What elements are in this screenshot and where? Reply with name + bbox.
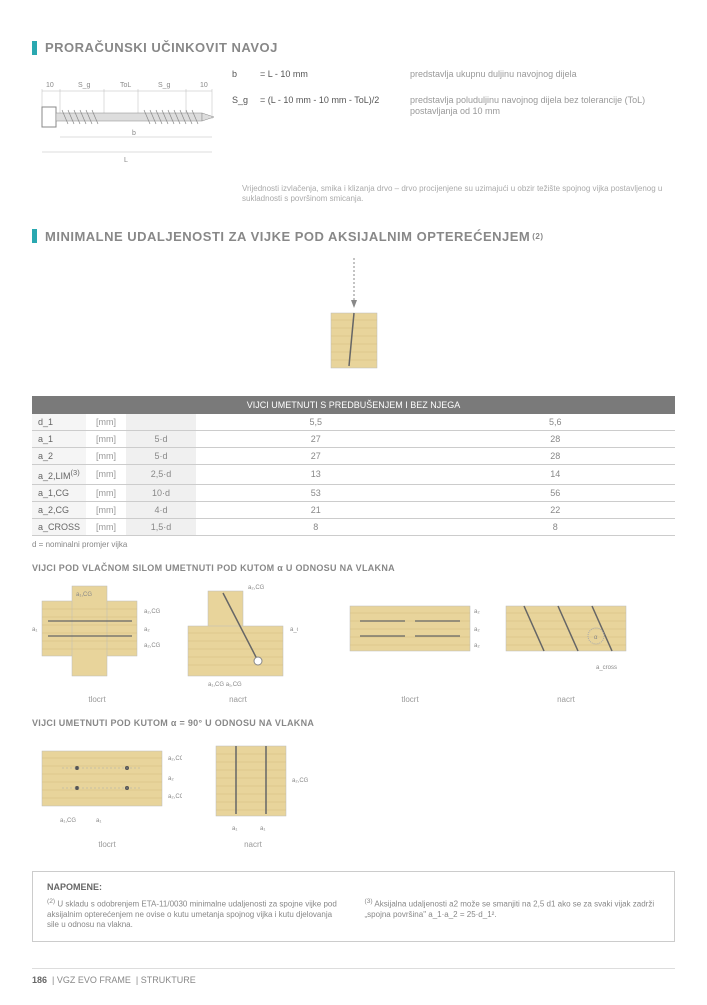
col-v2: 5,6 [436, 414, 675, 431]
diagram-row-1: a₁ a₁,CG a₂,CG a₂ a₂,CG tlocrt a₂,CG a_c… [32, 581, 675, 704]
svg-text:a₂,CG: a₂,CG [292, 778, 308, 784]
svg-text:a₂,CG: a₂,CG [168, 794, 182, 800]
dia-label: tlocrt [88, 695, 105, 704]
svg-text:a₂,CG: a₂,CG [248, 585, 265, 591]
dim-L: L [124, 157, 128, 164]
table-row: a_2,LIM(3)[mm]2,5·d1314 [32, 464, 675, 484]
section2-sup: (2) [532, 232, 543, 241]
table-row: a_1,CG[mm]10·d5356 [32, 484, 675, 501]
svg-text:a₂,CG: a₂,CG [144, 609, 161, 615]
diag-2b: a₂,CG a₁ a₁ nacrt [198, 736, 308, 849]
svg-text:a₂: a₂ [144, 627, 150, 633]
table-row: a_2[mm]5·d2728 [32, 447, 675, 464]
svg-text:a₁: a₁ [260, 826, 265, 832]
f1-sym: b [232, 69, 250, 81]
svg-text:a_cross: a_cross [290, 627, 298, 633]
formula-row-2: S_g = (L - 10 mm - 10 mm - ToL)/2 predst… [232, 95, 675, 118]
svg-text:a₁,CG: a₁,CG [76, 592, 92, 598]
svg-text:a₁,CG a₁,CG: a₁,CG a₁,CG [208, 682, 242, 688]
section2-title-text: MINIMALNE UDALJENOSTI ZA VIJKE POD AKSIJ… [45, 229, 530, 244]
diag-1c: a₂,CG a₂ a₂,CG tlocrt [340, 581, 480, 704]
diagram-row-2: a₂,CG a₂ a₂,CG a₁,CG a₁ tlocrt a₂,CG a₁ … [32, 736, 675, 849]
title-accent-bar [32, 41, 37, 55]
col-unit: [mm] [86, 414, 126, 431]
notes-box: NAPOMENE: (2) U skladu s odobrenjem ETA-… [32, 871, 675, 942]
section1-note: Vrijednosti izvlačenja, smika i klizanja… [242, 184, 675, 205]
f2-sym: S_g [232, 95, 250, 118]
col-v1: 5,5 [196, 414, 435, 431]
table-footnote: d = nominalni promjer vijka [32, 540, 675, 549]
svg-text:a₁: a₁ [232, 826, 237, 832]
dim-10-left: 10 [46, 82, 54, 89]
formula-row-1: b = L - 10 mm predstavlja ukupnu duljinu… [232, 69, 675, 81]
dim-tol: ToL [120, 82, 131, 89]
dia-label: nacrt [557, 695, 575, 704]
dia-label: nacrt [244, 840, 262, 849]
title-accent-bar-2 [32, 229, 37, 243]
note-2: (2) U skladu s odobrenjem ETA-11/0030 mi… [47, 898, 343, 931]
diag-1a: a₁ a₁,CG a₂,CG a₂ a₂,CG tlocrt [32, 581, 162, 704]
section2-title: MINIMALNE UDALJENOSTI ZA VIJKE POD AKSIJ… [32, 229, 675, 244]
dia-label: tlocrt [401, 695, 418, 704]
section1-title-text: PRORAČUNSKI UČINKOVIT NAVOJ [45, 40, 278, 55]
diag-1b: a₂,CG a_cross a₁,CG a₁,CG nacrt [178, 581, 298, 704]
svg-text:a₁: a₁ [32, 627, 37, 633]
svg-text:a₂,CG: a₂,CG [474, 609, 480, 615]
table-row: a_2,CG[mm]4·d2122 [32, 501, 675, 518]
dim-sg2: S_g [158, 82, 171, 89]
table-row: a_CROSS[mm]1,5·d88 [32, 518, 675, 535]
subhead-1: VIJCI POD VLAČNOM SILOM UMETNUTI POD KUT… [32, 563, 675, 573]
f2-desc: predstavlja poluduljinu navojnog dijela … [410, 95, 675, 118]
screw-diagram: 10 S_g ToL S_g 10 [32, 69, 232, 170]
svg-text:a₁: a₁ [96, 818, 101, 824]
svg-text:a₂,CG: a₂,CG [474, 643, 480, 649]
page-number: 186 [32, 975, 47, 985]
section1-body: 10 S_g ToL S_g 10 [32, 69, 675, 170]
subhead-2: VIJCI UMETNUTI POD KUTOM α = 90° U ODNOS… [32, 718, 675, 728]
diag-2a: a₂,CG a₂ a₂,CG a₁,CG a₁ tlocrt [32, 736, 182, 849]
svg-text:a₂,CG: a₂,CG [144, 643, 161, 649]
svg-text:a₁,CG: a₁,CG [60, 818, 76, 824]
svg-text:α: α [594, 635, 598, 641]
col-d1: d_1 [32, 414, 86, 431]
notes-title: NAPOMENE: [47, 882, 660, 892]
insert-diagram [32, 258, 675, 378]
svg-text:a₂,CG: a₂,CG [168, 756, 182, 762]
f1-desc: predstavlja ukupnu duljinu navojnog dije… [410, 69, 675, 81]
footer-product: VGZ EVO FRAME [57, 975, 131, 985]
table-row: a_1[mm]5·d2728 [32, 430, 675, 447]
svg-text:a₂: a₂ [474, 627, 480, 633]
dia-label: nacrt [229, 695, 247, 704]
spacing-table: VIJCI UMETNUTI S PREDBUŠENJEM I BEZ NJEG… [32, 396, 675, 536]
page-footer: 186 | VGZ EVO FRAME | STRUKTURE [32, 968, 675, 985]
dia-label: tlocrt [98, 840, 115, 849]
diag-1d: α a_cross nacrt [496, 581, 636, 704]
f2-eq: = (L - 10 mm - 10 mm - ToL)/2 [260, 95, 400, 118]
dim-10-right: 10 [200, 82, 208, 89]
formula-area: b = L - 10 mm predstavlja ukupnu duljinu… [232, 69, 675, 170]
footer-category: STRUKTURE [141, 975, 196, 985]
svg-text:a_cross: a_cross [596, 665, 617, 671]
dim-sg: S_g [78, 82, 91, 89]
table-header: VIJCI UMETNUTI S PREDBUŠENJEM I BEZ NJEG… [32, 396, 675, 414]
dim-b: b [132, 130, 136, 137]
svg-text:a₂: a₂ [168, 776, 174, 782]
note-3: (3) Aksijalna udaljenosti a2 može se sma… [365, 898, 661, 931]
section1-title: PRORAČUNSKI UČINKOVIT NAVOJ [32, 40, 675, 55]
f1-eq: = L - 10 mm [260, 69, 400, 81]
